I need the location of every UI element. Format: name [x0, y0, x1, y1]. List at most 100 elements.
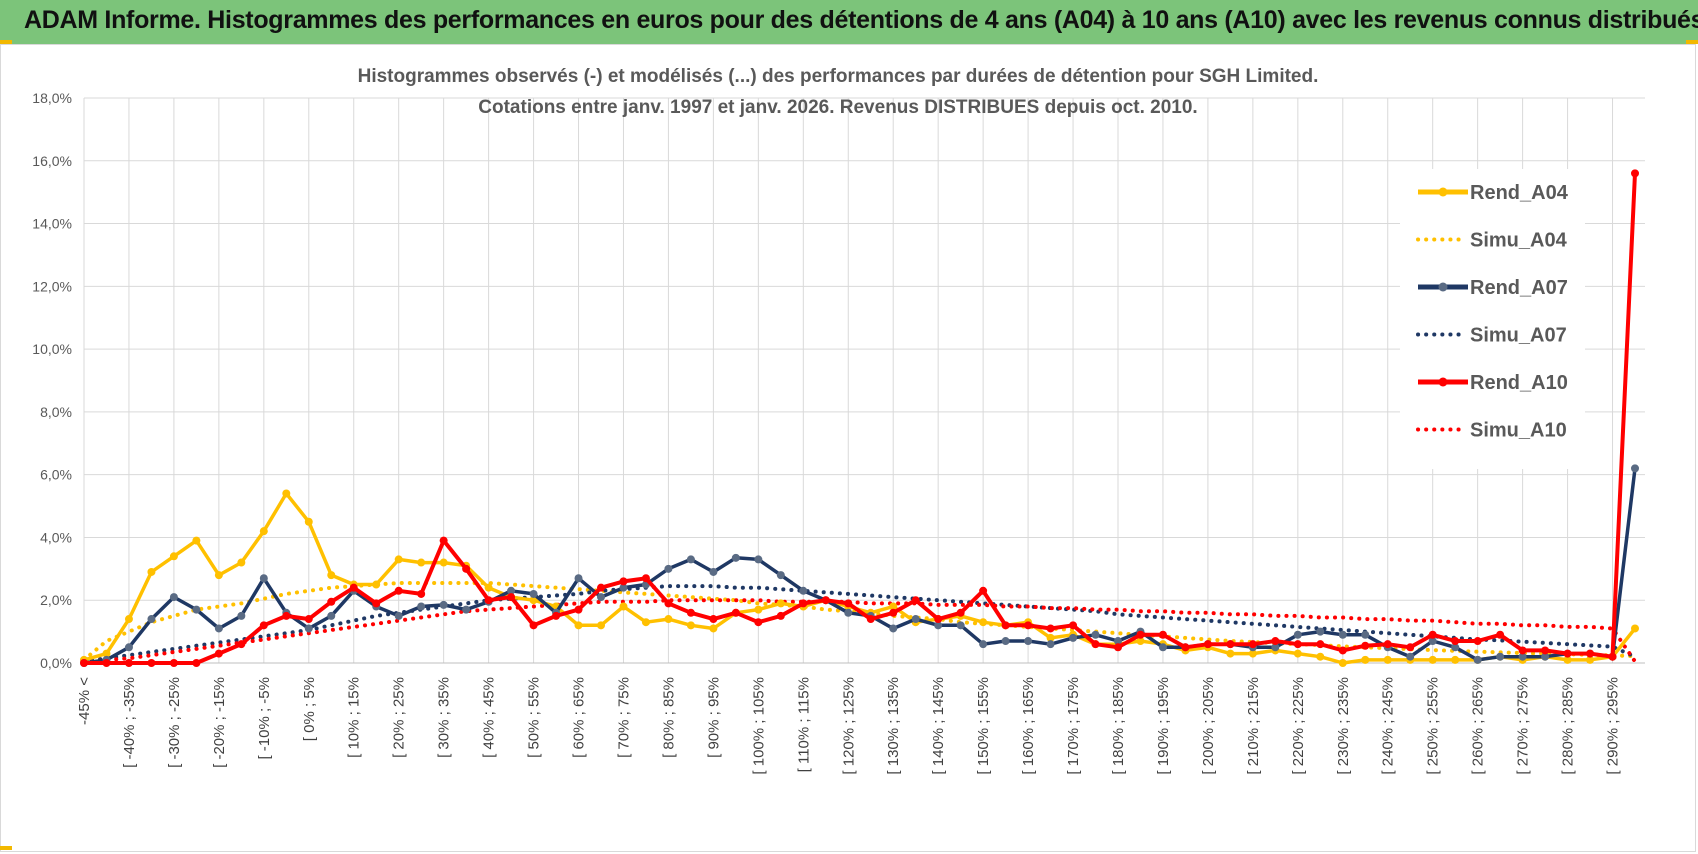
data-point-rend-a10	[979, 586, 988, 595]
data-point-rend-a10	[1451, 637, 1460, 646]
data-point-rend-a10	[574, 605, 583, 614]
data-point-rend-a04	[1136, 637, 1145, 646]
data-point-rend-a04	[709, 624, 718, 633]
legend-marker-rend-a07	[1438, 282, 1448, 292]
x-tick-label: [ 60% ; 65%	[571, 677, 588, 758]
data-point-rend-a04	[1451, 655, 1460, 664]
x-tick-label: [ 270% ; 275%	[1515, 677, 1532, 775]
data-point-rend-a07	[147, 615, 156, 624]
data-point-rend-a04	[259, 527, 268, 536]
data-point-rend-a10	[327, 597, 336, 606]
data-point-rend-a10	[552, 611, 561, 620]
x-tick-label: [ 240% ; 245%	[1380, 677, 1397, 775]
data-point-rend-a04	[124, 615, 133, 624]
x-tick-label: [ 150% ; 155%	[975, 677, 992, 775]
data-point-rend-a10	[1091, 640, 1100, 649]
data-point-rend-a10	[372, 599, 381, 608]
x-tick-label: [ 50% ; 55%	[526, 677, 543, 758]
data-point-rend-a10	[597, 583, 605, 592]
data-point-rend-a07	[462, 605, 471, 614]
data-point-rend-a07	[439, 600, 448, 609]
y-tick-label: 10,0%	[32, 341, 72, 357]
data-point-rend-a10	[1158, 630, 1167, 639]
series-group	[80, 169, 1639, 667]
data-point-rend-a07	[1158, 643, 1167, 652]
data-point-rend-a10	[619, 577, 628, 586]
data-point-rend-a10	[1473, 637, 1482, 646]
data-point-rend-a10	[1248, 640, 1257, 649]
legend-label: Simu_A07	[1470, 325, 1567, 347]
data-point-rend-a04	[304, 517, 313, 526]
data-point-rend-a07	[1406, 652, 1415, 661]
data-point-rend-a04	[754, 605, 763, 614]
x-tick-label: [ 120% ; 125%	[840, 677, 857, 775]
data-point-rend-a04	[169, 552, 178, 561]
data-point-rend-a10	[1361, 641, 1370, 650]
data-point-rend-a10	[641, 574, 650, 583]
data-point-rend-a04	[597, 621, 605, 630]
data-point-rend-a04	[1226, 649, 1235, 658]
data-point-rend-a07	[686, 555, 695, 564]
data-point-rend-a04	[1316, 652, 1325, 661]
data-point-rend-a10	[799, 599, 808, 608]
y-axis-ticks: 0,0% 2,0% 4,0% 6,0% 8,0% 10,0% 12,0% 14,0% 16,0%…	[32, 90, 72, 671]
data-point-rend-a10	[1293, 640, 1302, 649]
data-point-rend-a07	[1114, 637, 1122, 646]
data-point-rend-a10	[237, 640, 246, 649]
data-point-rend-a04	[439, 558, 448, 567]
data-point-rend-a07	[1631, 464, 1639, 473]
data-point-rend-a07	[417, 602, 426, 611]
data-point-rend-a04	[1563, 655, 1572, 664]
data-point-rend-a10	[147, 659, 156, 667]
y-tick-label: 12,0%	[32, 278, 72, 294]
y-tick-label: 18,0%	[32, 90, 72, 106]
legend-label: Simu_A10	[1470, 420, 1567, 442]
data-point-rend-a10	[439, 536, 448, 545]
data-point-rend-a04	[1428, 655, 1437, 664]
x-tick-label: [ 200% ; 205%	[1200, 677, 1217, 775]
data-point-rend-a07	[1496, 652, 1505, 661]
data-point-rend-a07	[934, 621, 943, 630]
banner-title: ADAM Informe. Histogrammes des performan…	[24, 6, 1698, 34]
data-point-rend-a10	[80, 659, 88, 667]
legend-box	[1400, 169, 1585, 469]
data-point-rend-a10	[1271, 637, 1280, 646]
data-point-rend-a07	[169, 593, 178, 602]
data-point-rend-a07	[394, 611, 403, 620]
data-point-rend-a04	[102, 649, 111, 658]
x-tick-label: [ 90% ; 95%	[705, 677, 722, 758]
y-tick-label: 14,0%	[32, 216, 72, 232]
data-point-rend-a07	[214, 624, 223, 633]
data-point-rend-a10	[462, 564, 471, 573]
data-point-rend-a10	[1586, 649, 1595, 658]
data-point-rend-a04	[214, 571, 223, 580]
x-tick-label: [ 30% ; 35%	[436, 677, 453, 758]
data-point-rend-a10	[192, 659, 201, 667]
data-point-rend-a10	[844, 599, 853, 608]
x-tick-label: [ 130% ; 135%	[885, 677, 902, 775]
data-point-rend-a07	[1451, 643, 1460, 652]
data-point-rend-a07	[911, 615, 920, 624]
data-point-rend-a07	[529, 589, 538, 598]
data-point-rend-a10	[529, 621, 538, 630]
data-point-rend-a07	[507, 586, 516, 595]
data-point-rend-a04	[237, 558, 246, 567]
data-point-rend-a04	[1383, 655, 1392, 664]
data-point-rend-a07	[1069, 633, 1078, 642]
x-tick-label: [ 230% ; 235%	[1335, 677, 1352, 775]
data-point-rend-a10	[1203, 640, 1212, 649]
chart: 0,0% 2,0% 4,0% 6,0% 8,0% 10,0% 12,0% 14,0% 16,0%…	[32, 66, 1645, 775]
x-tick-label: [ -40% ; -35%	[121, 677, 138, 768]
data-point-rend-a04	[664, 615, 673, 624]
data-point-rend-a10	[1338, 646, 1347, 655]
data-point-rend-a07	[1001, 637, 1010, 646]
data-point-rend-a04	[686, 621, 695, 630]
data-point-rend-a10	[349, 583, 358, 592]
corner-mark-top-right	[1686, 40, 1698, 44]
data-point-rend-a10	[1406, 643, 1415, 652]
data-point-rend-a10	[866, 615, 875, 624]
data-point-rend-a10	[1608, 652, 1617, 661]
data-point-rend-a04	[1338, 659, 1347, 667]
data-point-rend-a10	[507, 593, 516, 602]
x-tick-label: [ 40% ; 45%	[481, 677, 498, 758]
